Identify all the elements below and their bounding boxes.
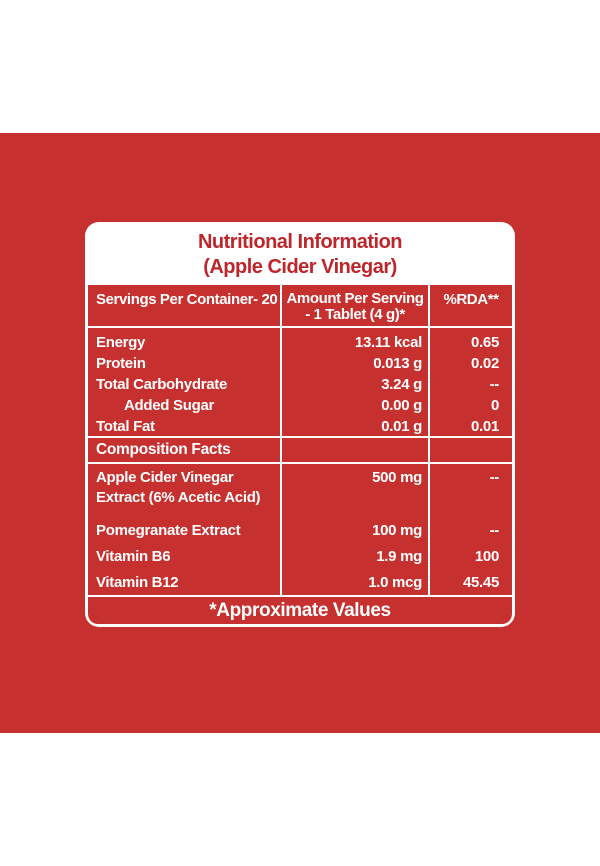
ingredient-amount: 1.9 mg xyxy=(376,548,422,565)
header-servings: Servings Per Container- 20 xyxy=(88,285,280,326)
nutrition-facts-panel: Nutritional Information (Apple Cider Vin… xyxy=(85,222,515,627)
nutrition-rda-column: 0.65 0.02 -- 0 0.01 xyxy=(430,328,512,436)
ingredient-label: Apple Cider Vinegar xyxy=(96,469,234,486)
nutrient-label: Energy xyxy=(96,334,146,351)
ingredient-rda: 100 xyxy=(474,548,499,565)
nutrient-label: Total Fat xyxy=(96,418,155,435)
ingredient-rda: -- xyxy=(489,522,500,539)
panel-title-line1: Nutritional Information xyxy=(197,231,403,253)
ingredient-amount: 1.0 mcg xyxy=(368,574,422,591)
nutrient-amount: 0.013 g xyxy=(373,355,422,372)
composition-heading-row: Composition Facts xyxy=(88,438,512,462)
composition-rda-column: -- -- 100 45.45 xyxy=(430,464,512,595)
nutrient-amount: 0.00 g xyxy=(381,397,422,414)
nutrient-amount: 13.11 kcal xyxy=(354,334,422,351)
nutrient-label-indented: Added Sugar xyxy=(124,397,215,414)
nutrient-label: Total Carbohydrate xyxy=(96,376,228,393)
nutrient-amount: 0.01 g xyxy=(381,418,422,435)
panel-title: Nutritional Information (Apple Cider Vin… xyxy=(88,225,512,283)
header-rda: %RDA** xyxy=(430,285,512,326)
header-amount-per-serving: Amount Per Serving - 1 Tablet (4 g)* xyxy=(282,285,428,326)
ingredient-label: Pomegranate Extract xyxy=(96,522,241,539)
nutrient-label: Protein xyxy=(96,355,146,372)
red-background: Nutritional Information (Apple Cider Vin… xyxy=(0,133,600,733)
ingredient-rda: 45.45 xyxy=(462,574,499,591)
nutrition-table-body: Energy Protein Total Carbohydrate Added … xyxy=(88,328,512,436)
nutrient-rda: 0.01 xyxy=(471,418,499,435)
nutrition-labels-column: Energy Protein Total Carbohydrate Added … xyxy=(88,328,280,436)
nutrient-rda: 0.02 xyxy=(471,355,499,372)
composition-heading-spacer-cell xyxy=(430,438,512,462)
approximate-values-note: *Approximate Values xyxy=(88,597,512,624)
composition-amounts-column: 500 mg 100 mg 1.9 mg 1.0 mcg xyxy=(282,464,428,595)
panel-title-line2: (Apple Cider Vinegar) xyxy=(203,256,397,278)
ingredient-amount: 100 mg xyxy=(372,522,422,539)
ingredient-label: Vitamin B6 xyxy=(96,548,171,565)
composition-table-body: Apple Cider Vinegar Extract (6% Acetic A… xyxy=(88,464,512,595)
composition-labels-column: Apple Cider Vinegar Extract (6% Acetic A… xyxy=(88,464,280,595)
ingredient-label: Vitamin B12 xyxy=(96,574,179,591)
ingredient-rda: -- xyxy=(489,469,500,486)
ingredient-label-line2: Extract (6% Acetic Acid) xyxy=(96,489,261,506)
nutrition-amounts-column: 13.11 kcal 0.013 g 3.24 g 0.00 g 0.01 g xyxy=(282,328,428,436)
composition-heading: Composition Facts xyxy=(88,438,280,462)
ingredient-amount: 500 mg xyxy=(372,469,422,486)
nutrient-rda: 0 xyxy=(490,397,499,414)
composition-heading-spacer-cell xyxy=(282,438,428,462)
nutrient-amount: 3.24 g xyxy=(381,376,422,393)
nutrient-rda: 0.65 xyxy=(471,334,499,351)
header-amount-line1: Amount Per Serving xyxy=(286,290,424,307)
header-amount-line2: - 1 Tablet (4 g)* xyxy=(305,306,405,323)
nutrient-rda: -- xyxy=(489,376,500,393)
table-header-row: Servings Per Container- 20 Amount Per Se… xyxy=(88,285,512,326)
